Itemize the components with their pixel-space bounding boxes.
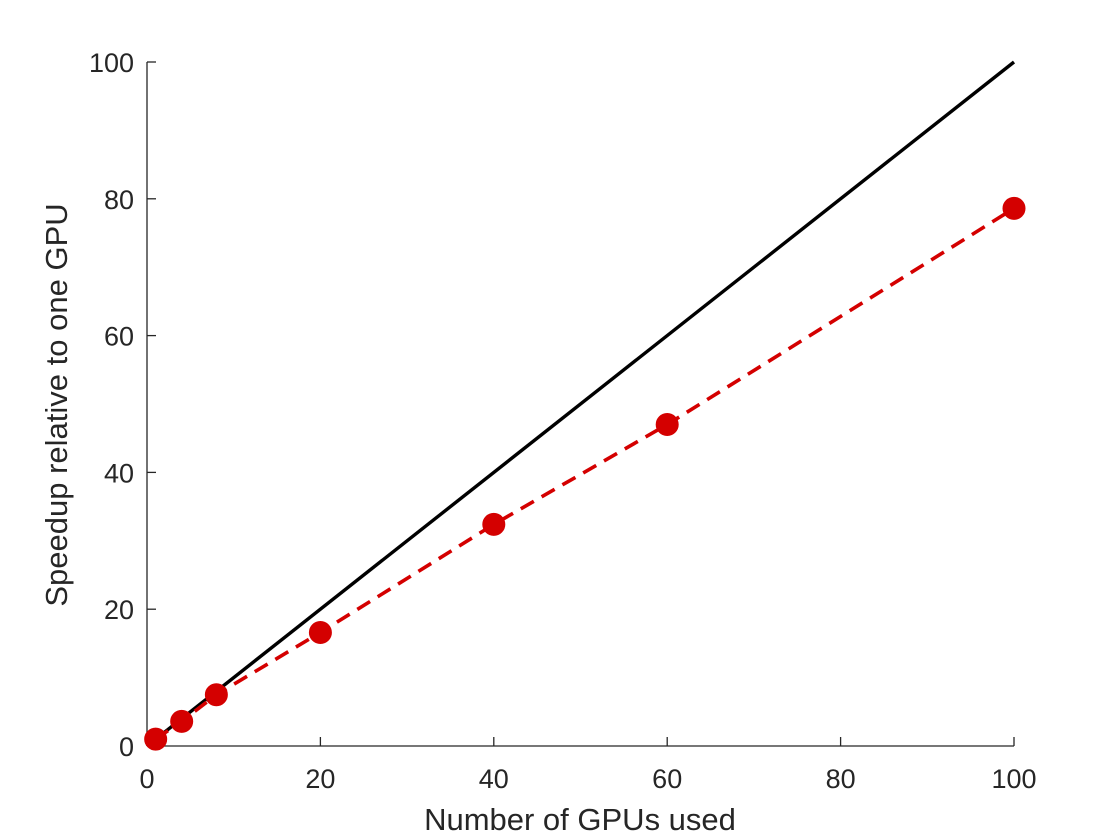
data-point [170, 709, 194, 733]
y-tick-label: 60 [104, 322, 134, 352]
data-point [308, 620, 332, 644]
x-tick-label: 80 [826, 764, 856, 794]
y-axis-label: Speedup relative to one GPU [39, 203, 74, 606]
x-tick-label: 100 [991, 764, 1036, 794]
y-tick-label: 40 [104, 458, 134, 488]
x-tick-label: 0 [139, 764, 154, 794]
measured-speedup-line [154, 206, 1015, 741]
y-tick-label: 0 [119, 732, 134, 762]
data-point [655, 413, 679, 437]
axes: 0 20 40 60 80 100 0 20 40 60 80 100 [89, 48, 1037, 794]
plot-series [144, 60, 1026, 751]
data-point [144, 727, 168, 751]
y-tick-label: 20 [104, 595, 134, 625]
x-tick-label: 20 [305, 764, 335, 794]
ideal-speedup-line [154, 60, 1016, 741]
x-axis-label: Number of GPUs used [424, 802, 736, 837]
data-point [1002, 196, 1026, 220]
data-point [482, 512, 506, 536]
y-tick-label: 100 [89, 48, 134, 78]
x-tick-label: 40 [479, 764, 509, 794]
x-tick-label: 60 [652, 764, 682, 794]
y-tick-label: 80 [104, 185, 134, 215]
data-point [204, 683, 228, 707]
